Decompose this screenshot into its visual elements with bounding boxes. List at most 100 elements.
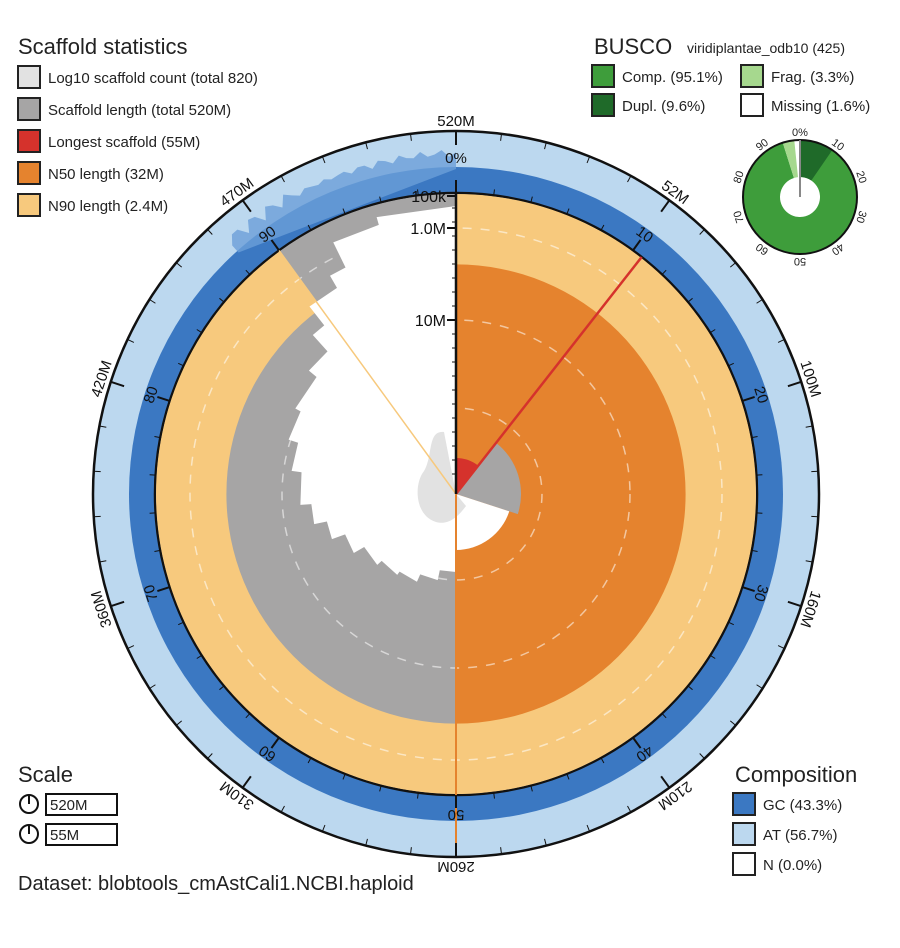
busco-tick-label: 90 <box>754 137 771 154</box>
percent-tick <box>219 685 225 691</box>
length-tick <box>280 175 285 183</box>
busco-swatch-busco_dupl <box>591 93 615 117</box>
busco-title: BUSCO <box>594 34 672 59</box>
length-tick <box>729 720 737 726</box>
length-tick <box>410 847 412 855</box>
busco-tick-label: 10 <box>829 137 846 154</box>
percent-tick <box>709 654 716 659</box>
percent-tick <box>417 792 419 799</box>
radial-axis-label: 100k <box>411 189 447 206</box>
longest-scaffold-line <box>455 256 643 495</box>
percent-tick <box>600 757 605 764</box>
percent-tick <box>728 362 734 367</box>
composition-title: Composition <box>735 762 857 787</box>
length-axis-label: 520M <box>437 113 475 130</box>
percent-tick <box>196 654 203 659</box>
percent-tick <box>751 435 758 439</box>
n50-sector <box>456 264 686 724</box>
percent-axis-label: 0% <box>445 150 467 167</box>
length-tick <box>280 805 285 813</box>
clock-icon <box>19 824 39 844</box>
length-tick <box>756 684 763 689</box>
n90-line <box>278 250 457 495</box>
percent-tick <box>196 329 203 334</box>
legend-swatch-scaffold_count <box>17 65 41 89</box>
percent-tick <box>342 208 346 215</box>
length-tick <box>627 175 632 183</box>
busco-tick-label: 40 <box>829 240 846 257</box>
length-tick <box>777 338 785 343</box>
percent-tick <box>741 396 755 402</box>
length-tick <box>544 838 547 846</box>
scale-title: Scale <box>18 762 73 787</box>
percent-axis-label: 10 <box>633 223 656 247</box>
length-tick <box>729 262 737 268</box>
length-tick <box>149 299 156 304</box>
legend-label-longest: Longest scaffold (55M) <box>48 134 200 151</box>
length-tick <box>586 824 591 832</box>
length-tick <box>410 133 412 141</box>
busco-label-busco_frag: Frag. (3.3%) <box>771 69 854 86</box>
busco-label-busco_missing: Missing (1.6%) <box>771 98 870 115</box>
percent-tick <box>728 621 734 626</box>
length-tick <box>207 753 213 759</box>
length-tick <box>207 229 213 235</box>
length-tick <box>699 229 705 235</box>
length-tick <box>241 775 252 789</box>
percent-tick <box>178 621 184 626</box>
length-tick <box>586 156 591 164</box>
busco-tick-label: 70 <box>732 209 747 224</box>
length-tick <box>805 560 813 563</box>
percent-tick <box>307 757 312 764</box>
length-tick <box>175 262 183 268</box>
scaffold-count-area <box>417 431 466 523</box>
busco-tick-label: 60 <box>754 240 771 257</box>
length-tick <box>787 600 802 608</box>
percent-tick <box>270 239 280 252</box>
percent-tick <box>530 785 533 792</box>
legend-swatch-longest <box>17 129 41 153</box>
percent-axis-label: 20 <box>750 384 771 405</box>
percent-tick <box>157 396 171 402</box>
percent-tick <box>632 239 642 252</box>
length-axis-label: 260M <box>437 858 475 875</box>
busco-swatch-busco_frag <box>740 64 764 88</box>
percent-tick <box>661 269 667 275</box>
length-tick <box>787 380 802 388</box>
length-tick <box>627 805 632 813</box>
percent-axis-label: 50 <box>448 806 465 823</box>
legend-label-n90: N90 length (2.4M) <box>48 198 168 215</box>
length-tick <box>241 199 252 213</box>
length-tick <box>365 142 368 150</box>
scale-item-longest: 55M <box>19 823 118 846</box>
length-tick <box>756 299 763 304</box>
composition-label-at: AT (56.7%) <box>763 827 837 844</box>
scaffold-length-inner <box>456 442 521 515</box>
percent-tick <box>687 297 693 303</box>
composition-legend: GC (43.3%) AT (56.7%) N (0.0%) <box>732 792 842 876</box>
length-tick <box>127 645 135 650</box>
percent-tick <box>493 189 495 196</box>
percent-tick <box>342 773 346 780</box>
scaffold-length-curve-cutout <box>288 206 456 582</box>
percent-tick <box>417 189 419 196</box>
scaffold-length-inner-cutout <box>456 494 510 550</box>
busco-tick-label: 0% <box>792 127 808 139</box>
busco-tick-label: 50 <box>794 255 806 267</box>
percent-tick <box>687 685 693 691</box>
percent-tick <box>661 713 667 719</box>
scale-genome-value: 520M <box>50 797 88 814</box>
radial-axis-label: 10M <box>415 313 446 330</box>
composition-swatch-at <box>732 822 756 846</box>
percent-tick <box>154 549 161 553</box>
length-tick <box>321 156 326 164</box>
percent-axis-label: 60 <box>256 742 279 766</box>
legend-label-scaffold_length: Scaffold length (total 520M) <box>48 102 231 119</box>
gc-variation-band <box>231 150 456 253</box>
length-tick <box>110 380 125 388</box>
percent-tick <box>709 329 716 334</box>
percent-tick <box>245 713 251 719</box>
busco-swatch-busco_missing <box>740 93 764 117</box>
scale-item-genome: 520M <box>19 793 118 816</box>
busco-duplicated-slice <box>800 140 833 181</box>
